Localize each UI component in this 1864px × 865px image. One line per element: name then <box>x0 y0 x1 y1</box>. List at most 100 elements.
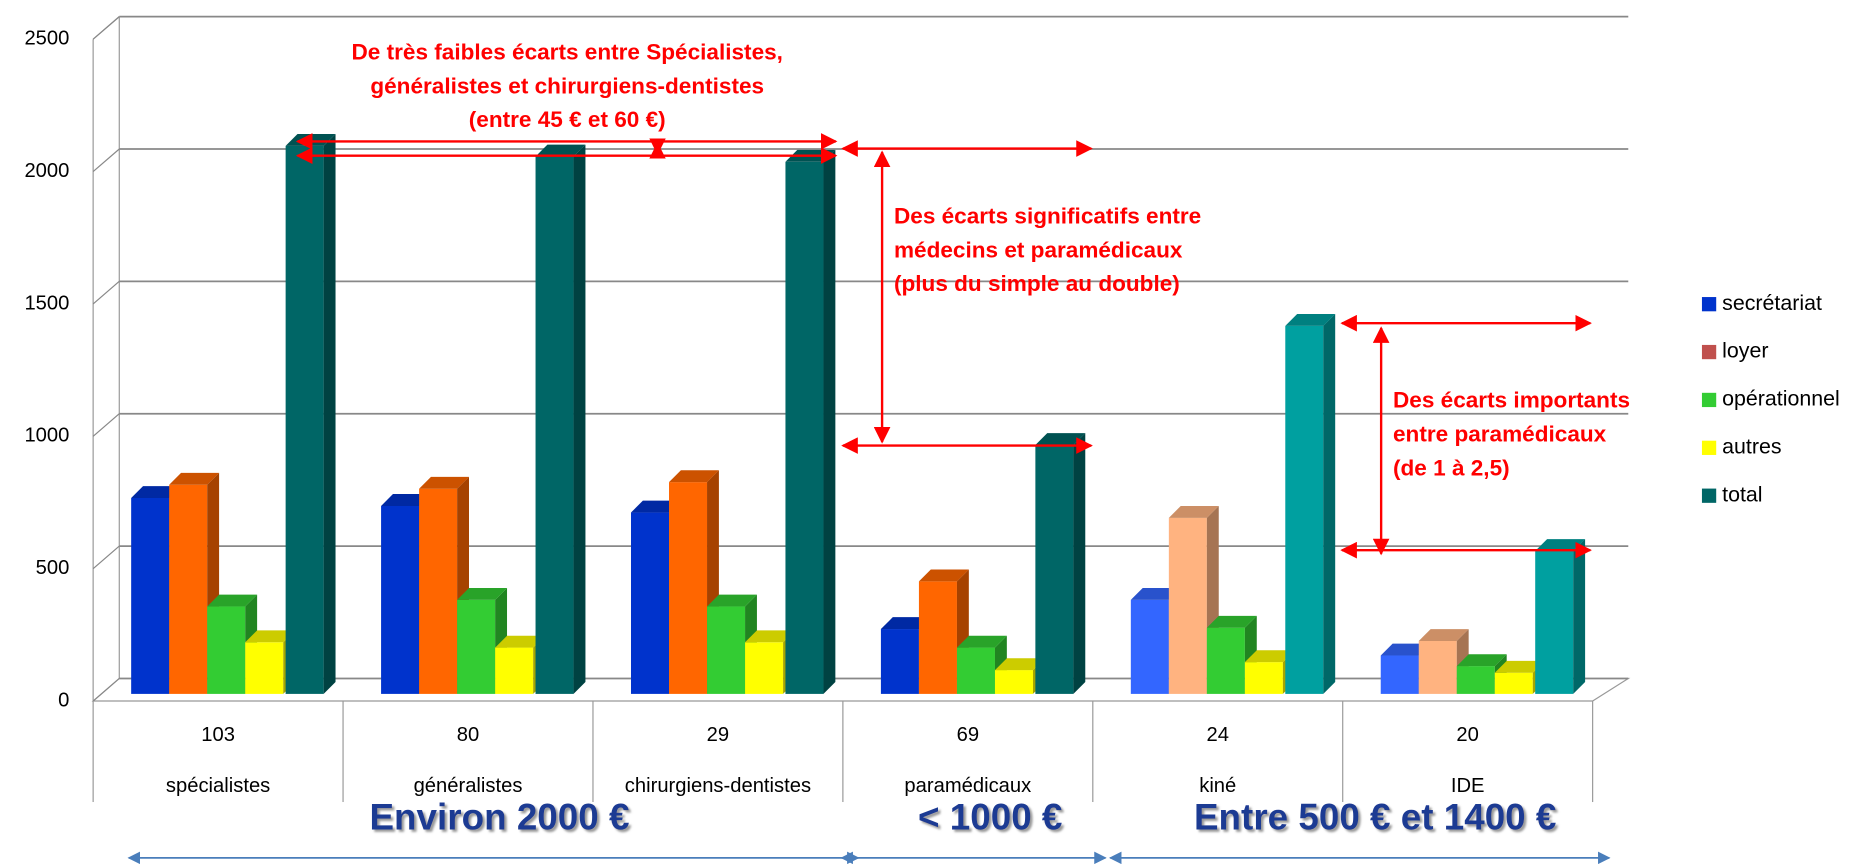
bar-front <box>169 484 208 694</box>
legend-swatch <box>1701 297 1717 312</box>
bar-side <box>1073 433 1086 694</box>
annotation: généralistes et chirurgiens-dentistes <box>370 73 764 98</box>
category-number: 20 <box>1456 724 1478 746</box>
grid-line-side <box>92 16 120 40</box>
bar-top <box>207 594 258 607</box>
bar-top <box>630 500 681 513</box>
bar-front <box>745 642 784 694</box>
bar-front <box>419 488 458 694</box>
bar-top <box>495 635 546 648</box>
annotation: (de 1 à 2,5) <box>1393 455 1510 480</box>
bar <box>785 149 836 694</box>
bar-front <box>1130 599 1169 694</box>
bar-front <box>535 156 574 694</box>
bar-top <box>419 476 470 489</box>
legend-swatch <box>1701 488 1717 503</box>
group-label: < 1000 € <box>918 797 1062 838</box>
bar-side <box>823 149 836 694</box>
bar-front <box>1168 517 1207 694</box>
bar <box>207 594 258 694</box>
bar <box>1535 539 1586 694</box>
bar <box>918 569 969 694</box>
legend-label: secrétariat <box>1722 291 1822 315</box>
bar-top <box>1494 660 1545 673</box>
bar-front <box>207 606 246 694</box>
arrows <box>127 133 1611 865</box>
bar-front <box>1380 655 1419 694</box>
bar-side <box>573 144 586 694</box>
bar-front <box>495 647 534 694</box>
y-tick-label: 500 <box>36 557 70 579</box>
bar-front <box>1456 666 1495 694</box>
bar-top <box>1456 654 1507 667</box>
bar-top <box>994 658 1045 671</box>
bar-front <box>1035 445 1074 694</box>
grid-line-side <box>92 148 120 173</box>
group-label: Entre 500 € et 1400 € <box>1194 797 1556 838</box>
y-tick-label: 2000 <box>24 160 69 182</box>
bar-top <box>169 472 220 485</box>
bar-top <box>1168 505 1219 518</box>
bar-top <box>457 588 508 600</box>
y-tick-label: 2500 <box>24 28 69 50</box>
bar-top <box>669 470 719 483</box>
category-number: 103 <box>201 724 235 746</box>
y-tick-label: 1500 <box>24 292 69 314</box>
bar-front <box>1535 550 1574 694</box>
grid-line-side <box>92 280 120 305</box>
bar-front <box>245 642 284 694</box>
bar <box>169 472 220 694</box>
bar-front <box>669 482 708 694</box>
grid-line-side <box>92 413 120 437</box>
bar-top <box>956 635 1007 648</box>
bar-top <box>707 594 757 607</box>
bar-front <box>1418 640 1457 694</box>
bar-side <box>1323 314 1336 694</box>
bar-top <box>1130 588 1181 600</box>
bar-front <box>785 161 824 694</box>
category-number: 24 <box>1207 724 1229 746</box>
bar-top <box>1285 314 1336 326</box>
annotation: (plus du simple au double) <box>894 271 1180 296</box>
bar <box>669 470 719 694</box>
legend-swatch <box>1701 440 1717 455</box>
bar-front <box>381 505 420 694</box>
bar <box>419 476 470 694</box>
bar-front <box>1285 325 1324 694</box>
bar <box>535 144 586 694</box>
annotation: Des écarts importants <box>1393 388 1630 413</box>
bar-front <box>707 606 746 694</box>
grid-line-side <box>92 678 120 702</box>
group-label: Environ 2000 € <box>370 797 630 838</box>
bar-front <box>1494 672 1533 694</box>
bar-front <box>131 498 170 694</box>
bar-top <box>1244 650 1295 663</box>
category-number: 69 <box>957 724 979 746</box>
category-label: chirurgiens-dentistes <box>625 775 811 797</box>
bar-top <box>245 630 296 643</box>
labels: 0 500 1000 1500 2000 2500 103 spécialistes 80 gén… <box>24 28 1839 838</box>
bar-top <box>1380 643 1431 656</box>
bar-top <box>381 494 431 506</box>
bar <box>707 594 757 694</box>
bar-front <box>630 512 670 694</box>
category-label: paramédicaux <box>904 775 1031 797</box>
legend-label: total <box>1722 482 1762 506</box>
category-label: kiné <box>1199 775 1236 797</box>
bar <box>1035 433 1086 694</box>
bar-top <box>918 569 969 582</box>
annotation: entre paramédicaux <box>1393 421 1607 446</box>
category-number: 80 <box>457 724 479 746</box>
bar-top <box>1206 615 1257 628</box>
category-number: 29 <box>707 724 729 746</box>
bar-top <box>1418 629 1469 641</box>
bar-side <box>1573 539 1586 694</box>
legend-label: autres <box>1722 434 1781 458</box>
bar-front <box>994 670 1033 694</box>
bar <box>1206 615 1257 694</box>
bar-front <box>457 599 496 694</box>
legend-swatch <box>1701 344 1717 360</box>
annotation: De très faibles écarts entre Spécialiste… <box>352 39 783 64</box>
category-label: IDE <box>1451 775 1485 797</box>
